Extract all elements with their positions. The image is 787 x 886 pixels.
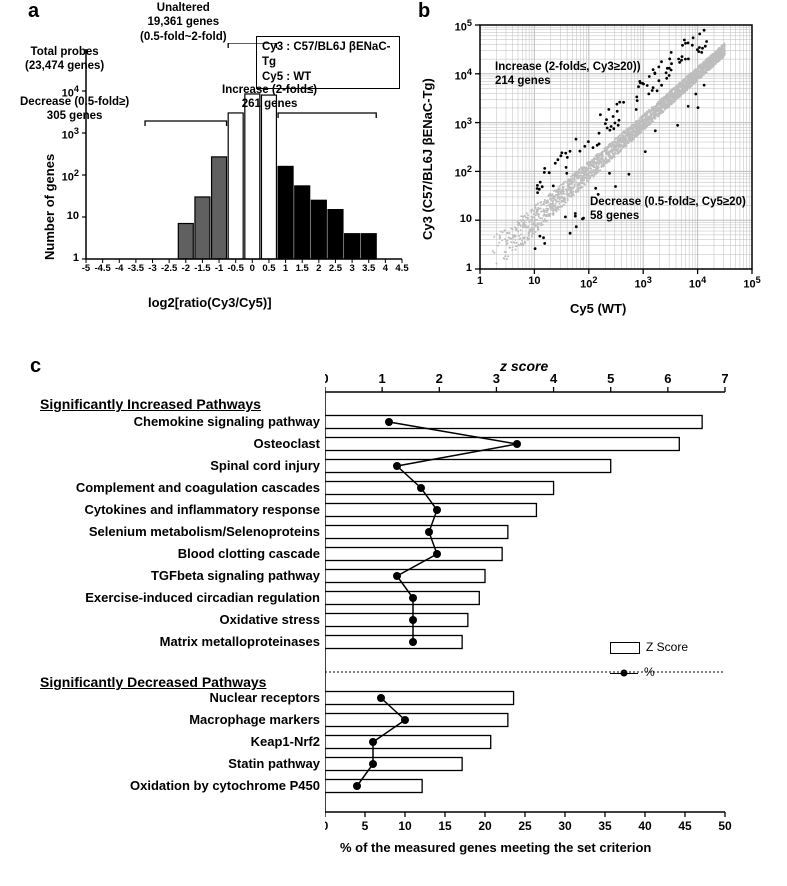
svg-text:5: 5	[607, 371, 614, 386]
panel-c-row-label: Chemokine signaling pathway	[40, 414, 320, 429]
panel-a: Number of genes log2[ratio(Cy3/Cy5)] 110…	[30, 5, 400, 325]
svg-text:1: 1	[379, 371, 386, 386]
panel-c-row-label: Statin pathway	[40, 756, 320, 771]
panel-c: Significantly Increased Pathways Chemokin…	[40, 360, 760, 870]
panel-b-ylabel: Cy3 (C57/BL6J βENaC-Tg)	[420, 78, 435, 240]
panel-c-labels: Significantly Increased Pathways Chemokin…	[40, 360, 320, 840]
panel-a-note-unaltered: Unaltered19,361 genes(0.5-fold~2-fold)	[140, 1, 227, 44]
panel-c-row-label: Matrix metalloproteinases	[40, 634, 320, 649]
svg-text:7: 7	[721, 371, 728, 386]
panel-a-ytick: 10	[49, 210, 79, 222]
figure-root: a Number of genes log2[ratio(Cy3/Cy5)] 1…	[0, 0, 787, 886]
panel-c-legend-z-text: Z Score	[646, 640, 688, 654]
panel-b-ytick: 105	[438, 18, 472, 34]
svg-text:3: 3	[493, 371, 500, 386]
panel-a-ytick: 102	[49, 168, 79, 184]
panel-c-row-label: Blood clotting cascade	[40, 546, 320, 561]
panel-c-header-inc: Significantly Increased Pathways	[40, 396, 261, 412]
panel-b-ytick: 1	[438, 262, 472, 274]
panel-c-row-label: Osteoclast	[40, 436, 320, 451]
panel-c-row-label: Macrophage markers	[40, 712, 320, 727]
svg-text:0: 0	[325, 819, 329, 833]
panel-c-legend-pct: %	[610, 665, 655, 679]
panel-b-ytick: 103	[438, 116, 472, 132]
panel-b-ytick: 102	[438, 164, 472, 180]
panel-b-xtick: 1	[466, 275, 494, 287]
panel-c-chart: 0123456705101520253035404550	[325, 360, 745, 860]
panel-c-row-label: Keap1-Nrf2	[40, 734, 320, 749]
panel-c-top-axis-label: z score	[500, 358, 548, 374]
panel-b-note-increase: Increase (2-fold≤, Cy3≥20))214 genes	[495, 60, 641, 89]
svg-text:25: 25	[518, 819, 532, 833]
svg-text:30: 30	[558, 819, 572, 833]
svg-text:0: 0	[325, 371, 329, 386]
svg-text:50: 50	[718, 819, 732, 833]
panel-b: 1 10 102 103 104 105 1 10 102 103 104 105 Cy5 (WT)…	[420, 5, 770, 325]
panel-a-note-decrease: Decrease (0.5-fold≥)305 genes	[20, 95, 129, 124]
svg-text:2: 2	[436, 371, 443, 386]
panel-c-bottom-axis-label: % of the measured genes meeting the set …	[340, 840, 651, 855]
svg-text:6: 6	[664, 371, 671, 386]
panel-c-row-label: Oxidation by cytochrome P450	[40, 778, 320, 793]
panel-c-row-label: Spinal cord injury	[40, 458, 320, 473]
panel-b-note-decrease: Decrease (0.5-fold≥, Cy5≥20)58 genes	[590, 195, 746, 224]
svg-text:5: 5	[362, 819, 369, 833]
panel-a-legend: Cy3 : C57/BL6J βENaC-TgCy5 : WT	[256, 36, 400, 89]
svg-text:40: 40	[638, 819, 652, 833]
panel-c-row-label: Cytokines and inflammatory response	[40, 502, 320, 517]
panel-b-xtick: 103	[629, 275, 657, 291]
panel-c-row-label: Exercise-induced circadian regulation	[40, 590, 320, 605]
panel-b-xlabel: Cy5 (WT)	[570, 301, 626, 316]
panel-c-legend-z: Z Score	[610, 640, 688, 654]
panel-c-row-label: TGFbeta signaling pathway	[40, 568, 320, 583]
panel-b-ytick: 104	[438, 67, 472, 83]
panel-a-xlabel: log2[ratio(Cy3/Cy5)]	[148, 295, 272, 310]
svg-text:4: 4	[550, 371, 558, 386]
panel-a-note-total: Total probes(23,474 genes)	[25, 45, 104, 74]
panel-c-row-label: Selenium metabolism/Selenoproteins	[40, 524, 320, 539]
panel-b-xtick: 102	[575, 275, 603, 291]
svg-text:15: 15	[438, 819, 452, 833]
svg-text:45: 45	[678, 819, 692, 833]
panel-a-ytick: 1	[49, 252, 79, 264]
panel-b-xtick: 104	[684, 275, 712, 291]
panel-c-row-label: Oxidative stress	[40, 612, 320, 627]
panel-c-row-label: Complement and coagulation cascades	[40, 480, 320, 495]
svg-text:35: 35	[598, 819, 612, 833]
panel-b-xtick: 105	[738, 275, 766, 291]
svg-text:10: 10	[398, 819, 412, 833]
svg-text:20: 20	[478, 819, 492, 833]
panel-c-header-dec: Significantly Decreased Pathways	[40, 674, 266, 690]
panel-c-row-label: Nuclear receptors	[40, 690, 320, 705]
panel-b-ytick: 10	[438, 213, 472, 225]
panel-a-ytick: 103	[49, 126, 79, 142]
panel-c-legend-pct-text: %	[644, 665, 655, 679]
panel-a-xtick: 4.5	[392, 263, 412, 274]
panel-b-xtick: 10	[520, 275, 548, 287]
